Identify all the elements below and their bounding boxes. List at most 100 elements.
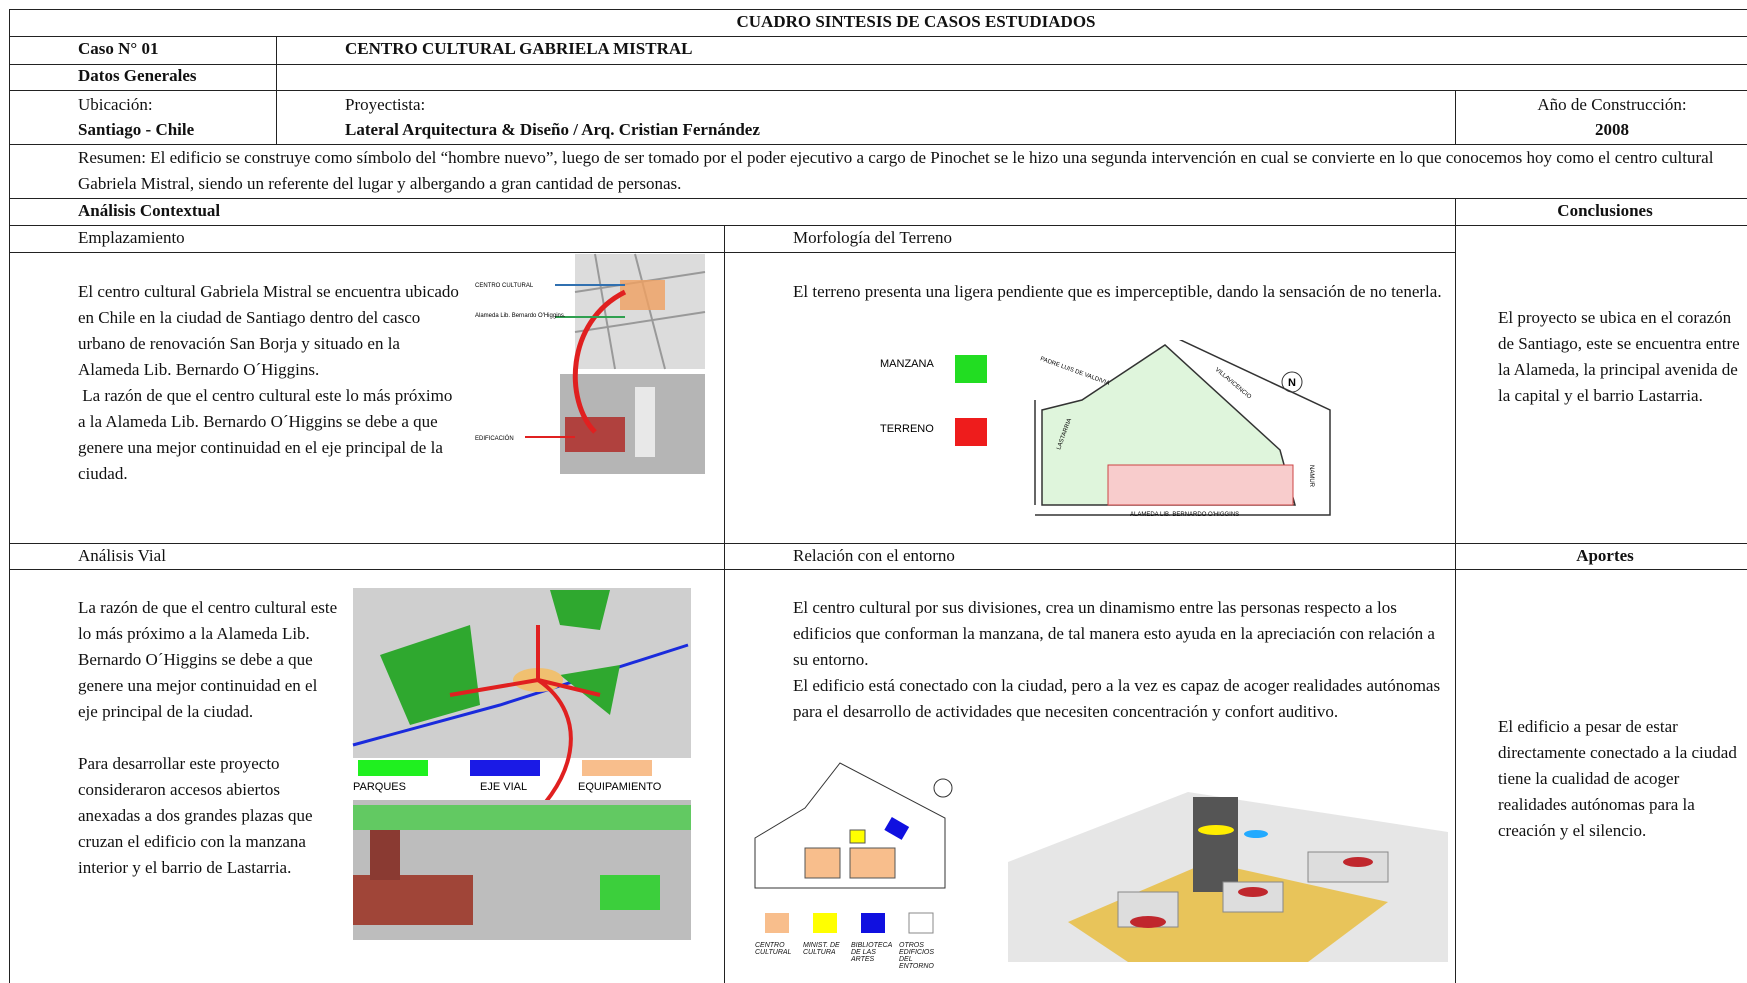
section-heading: Análisis Contextual bbox=[78, 201, 221, 220]
building bbox=[1307, 851, 1389, 883]
building bbox=[353, 875, 473, 925]
field-value: Santiago - Chile bbox=[78, 120, 195, 139]
paragraph: La razón de que el centro cultural este … bbox=[78, 386, 457, 483]
park bbox=[600, 875, 660, 910]
legend-label: EJE VIAL bbox=[480, 781, 527, 793]
paragraph: La razón de que el centro cultural este … bbox=[78, 598, 338, 721]
rule bbox=[9, 569, 1747, 570]
street-label: NAMUR bbox=[1308, 465, 1314, 488]
paragraph: Para desarrollar este proyecto considera… bbox=[78, 754, 313, 877]
legend-swatch bbox=[908, 912, 934, 934]
rule bbox=[9, 144, 1747, 145]
paragraph-block: La razón de que el centro cultural este … bbox=[78, 595, 340, 881]
figure-label: Alameda Lib. Bernardo O'Higgins. bbox=[475, 313, 566, 319]
legend-label: CENTRO CULTURAL bbox=[755, 942, 792, 956]
rule bbox=[9, 9, 10, 983]
rule bbox=[9, 90, 1747, 91]
rule bbox=[724, 225, 725, 983]
legend: CENTRO CULTURAL MINIST. DE CULTURA BIBLI… bbox=[755, 942, 935, 970]
north-label: N bbox=[1288, 377, 1296, 389]
rule bbox=[9, 225, 1747, 226]
rule bbox=[9, 198, 1747, 199]
park-band bbox=[353, 805, 691, 830]
tower bbox=[1193, 797, 1238, 892]
subheading: Morfología del Terreno bbox=[793, 228, 953, 247]
field-label: Proyectista: bbox=[345, 95, 426, 114]
site-figure: CENTRO CULTURAL Alameda Lib. Bernardo O'… bbox=[475, 253, 706, 474]
rule bbox=[9, 36, 1747, 37]
legend-label: TERRENO bbox=[880, 423, 934, 435]
marker bbox=[1130, 916, 1166, 928]
building bbox=[804, 847, 841, 879]
legend-swatch bbox=[955, 418, 987, 446]
legend-label: EQUIPAMIENTO bbox=[578, 781, 662, 793]
street-label: PADRE LUIS DE VALDIVIA bbox=[1039, 356, 1110, 387]
road bbox=[352, 643, 689, 747]
figure-label: CENTRO CULTURAL bbox=[475, 283, 534, 289]
rule bbox=[1455, 90, 1456, 144]
building bbox=[849, 847, 896, 879]
summary: Resumen: El edificio se construye como s… bbox=[78, 148, 1714, 193]
paragraph: El terreno presenta una ligera pendiente… bbox=[793, 282, 1442, 301]
rule bbox=[9, 64, 1747, 65]
paragraph: El edificio a pesar de estar directament… bbox=[1498, 717, 1737, 840]
legend-swatch bbox=[358, 760, 428, 776]
building bbox=[565, 417, 625, 452]
paragraph-block: El centro cultural Gabriela Mistral se e… bbox=[78, 279, 460, 487]
legend-swatch bbox=[861, 913, 885, 933]
case-label: Caso N° 01 bbox=[78, 39, 159, 58]
marker bbox=[1198, 825, 1234, 835]
legend-label: BIBLIOTECA DE LAS ARTES bbox=[851, 942, 892, 963]
marker bbox=[1343, 857, 1373, 867]
section-heading: Conclusiones bbox=[1557, 201, 1653, 220]
building bbox=[849, 829, 866, 844]
figure-label: EDIFICACIÓN bbox=[475, 435, 514, 442]
paragraph: El edificio está conectado con la ciudad… bbox=[793, 676, 1441, 721]
north bbox=[933, 778, 953, 798]
tower bbox=[635, 387, 655, 457]
arrow bbox=[572, 289, 627, 434]
subheading: Relación con el entorno bbox=[793, 546, 955, 565]
legend-swatch bbox=[955, 355, 987, 383]
rule bbox=[9, 543, 1747, 544]
surroundings-render bbox=[1008, 792, 1448, 962]
legend-swatch bbox=[813, 913, 837, 933]
paragraph: El centro cultural Gabriela Mistral se e… bbox=[78, 282, 459, 379]
park bbox=[380, 590, 620, 725]
field-value: 2008 bbox=[1595, 120, 1629, 139]
plot bbox=[1107, 464, 1294, 506]
title: CUADRO SINTESIS DE CASOS ESTUDIADOS bbox=[736, 12, 1096, 31]
case-name: CENTRO CULTURAL GABRIELA MISTRAL bbox=[345, 39, 693, 58]
section-heading: Aportes bbox=[1576, 546, 1634, 565]
rule bbox=[9, 9, 1747, 10]
block bbox=[754, 762, 946, 889]
paragraph-block: El centro cultural por sus divisiones, c… bbox=[793, 595, 1443, 725]
paragraph: El centro cultural por sus divisiones, c… bbox=[793, 598, 1435, 669]
legend-swatch bbox=[765, 913, 789, 933]
rule bbox=[276, 36, 277, 144]
legend-label: PARQUES bbox=[353, 781, 406, 793]
arrow bbox=[449, 625, 601, 837]
street-edge bbox=[1034, 340, 1331, 516]
legend-label: OTROS EDIFICIOS DEL ENTORNO bbox=[899, 942, 935, 970]
north bbox=[1281, 371, 1303, 393]
marker bbox=[1238, 887, 1268, 897]
subheading: Análisis Vial bbox=[78, 546, 166, 565]
field-value: Lateral Arquitectura & Diseño / Arq. Cri… bbox=[345, 120, 760, 139]
tower bbox=[370, 830, 400, 880]
terrain-figure: MANZANA TERRENO PADRE LUIS DE VALDIVIA V… bbox=[880, 340, 1331, 518]
field-label: Ubicación: bbox=[78, 95, 153, 114]
legend-swatch bbox=[470, 760, 540, 776]
section-heading: Datos Generales bbox=[78, 66, 197, 85]
rule bbox=[1455, 198, 1456, 983]
street-label: ALAMEDA LIB. BERNARDO O'HIGGINS bbox=[1130, 512, 1239, 518]
legend-swatch bbox=[582, 760, 652, 776]
field-label: Año de Construcción: bbox=[1537, 95, 1687, 114]
marker bbox=[1244, 830, 1268, 838]
rule bbox=[9, 252, 1455, 253]
subheading: Emplazamiento bbox=[78, 228, 185, 247]
legend-label: MANZANA bbox=[880, 358, 934, 370]
building bbox=[884, 816, 910, 840]
site bbox=[620, 280, 665, 310]
